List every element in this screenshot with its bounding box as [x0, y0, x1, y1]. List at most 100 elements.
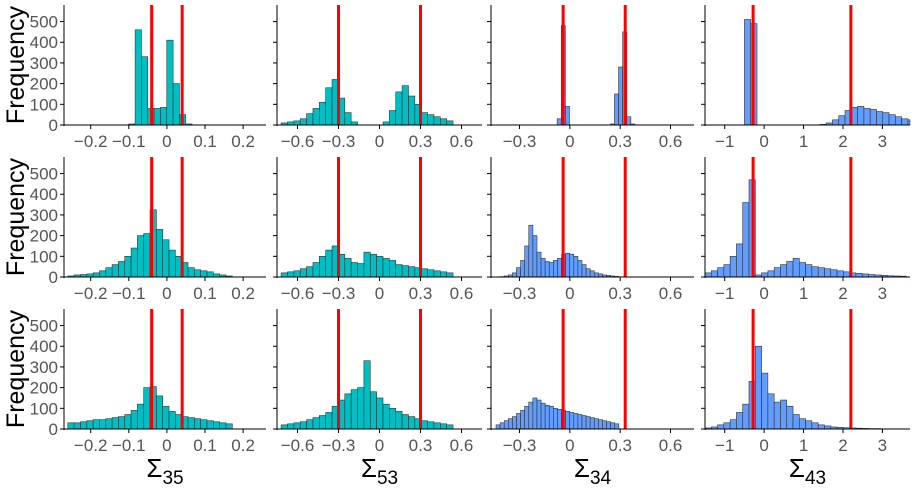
histogram-bar — [736, 244, 742, 277]
histogram-bar — [533, 236, 537, 277]
histogram-bar — [614, 94, 618, 125]
x-tick-label: 0 — [759, 132, 768, 151]
histogram-bar — [858, 106, 864, 125]
histogram-bar — [131, 248, 137, 277]
histogram-bar — [883, 113, 889, 125]
histogram-bar — [402, 266, 408, 277]
x-tick-label: −1 — [715, 132, 734, 151]
y-axis-label: Frequency — [2, 157, 30, 276]
histogram-bar — [570, 254, 574, 277]
histogram-bar — [557, 258, 561, 277]
histogram-bar — [521, 260, 525, 277]
x-tick-label: −0.6 — [281, 132, 315, 151]
x-tick-label: −0.6 — [281, 284, 315, 303]
histogram-bar — [525, 246, 529, 277]
histogram-bar — [326, 412, 332, 429]
histogram-bar — [541, 258, 545, 277]
histogram-bar — [496, 425, 500, 429]
histogram-bar — [383, 258, 389, 277]
histogram-bar — [512, 273, 516, 277]
histogram-bar — [545, 261, 549, 277]
y-tick-label: 500 — [30, 165, 58, 184]
histogram-bar — [590, 271, 594, 277]
histogram-bar — [396, 411, 402, 429]
histogram-bar — [607, 422, 611, 429]
x-axis-label-symbol: Σ — [574, 453, 590, 483]
histogram-bar — [582, 265, 586, 277]
histogram-bar — [144, 388, 150, 429]
histogram-bar — [504, 421, 508, 429]
histogram-bar — [889, 115, 895, 125]
x-tick-label: −0.3 — [503, 284, 537, 303]
histogram-bar — [281, 425, 287, 429]
y-axis-label: Frequency — [2, 5, 30, 124]
x-axis-label: Σ43 — [789, 453, 826, 488]
histogram-bar — [718, 425, 724, 429]
histogram-bar — [167, 40, 173, 125]
histogram-bar — [389, 408, 395, 429]
x-tick-label: −0.6 — [281, 436, 315, 455]
histogram-bar — [574, 413, 578, 429]
histogram-bar — [774, 402, 780, 429]
histogram-bar — [755, 346, 761, 429]
histogram-bar — [351, 390, 357, 429]
histogram-bar — [300, 119, 306, 125]
histogram-bar — [93, 420, 99, 429]
x-tick-label: −0.3 — [503, 436, 537, 455]
x-tick-label: 0 — [759, 284, 768, 303]
histogram-bar — [566, 411, 570, 429]
x-tick-label: 0.1 — [193, 132, 217, 151]
histogram-bar — [812, 267, 818, 277]
histogram-bar — [582, 416, 586, 429]
histogram-bar — [762, 373, 768, 429]
y-tick-label: 300 — [30, 358, 58, 377]
histogram-bar — [440, 272, 446, 277]
histogram-bar — [440, 119, 446, 125]
histogram-bar — [118, 417, 124, 429]
y-axis-label: Frequency — [2, 309, 30, 428]
x-tick-label: 0.3 — [409, 436, 433, 455]
histogram-bar — [537, 252, 541, 277]
x-tick-label: 3 — [878, 132, 887, 151]
histogram-bar — [364, 361, 370, 429]
histogram-bar — [169, 411, 175, 429]
x-tick-label: 3 — [878, 436, 887, 455]
x-axis-label-subscript: 35 — [162, 468, 183, 488]
histogram-bar — [533, 398, 537, 429]
histogram-bar — [768, 394, 774, 429]
histogram-bar — [762, 273, 768, 277]
histogram-bar — [345, 258, 351, 277]
histogram-bar — [144, 234, 150, 277]
histogram-bar — [549, 406, 553, 429]
histogram-bar — [864, 108, 870, 125]
x-tick-label: 0.1 — [193, 284, 217, 303]
x-tick-label: 0 — [375, 132, 384, 151]
histogram-bar — [194, 419, 200, 429]
y-tick-label: 0 — [49, 420, 58, 439]
x-tick-label: 0 — [565, 284, 574, 303]
histogram-bar — [389, 111, 395, 125]
histogram-bar — [553, 260, 557, 277]
x-tick-label: 0 — [375, 284, 384, 303]
histogram-bar — [619, 67, 623, 125]
histogram-bar — [529, 402, 533, 429]
x-tick-label: 0.3 — [608, 436, 632, 455]
histogram-bar — [307, 420, 313, 429]
histogram-bar — [598, 420, 602, 429]
histogram-bar — [319, 256, 325, 277]
histogram-bar — [705, 273, 711, 277]
y-tick-label: 500 — [30, 317, 58, 336]
histogram-bar — [135, 30, 141, 125]
histogram-bar — [300, 269, 306, 277]
x-tick-label: −0.1 — [112, 436, 146, 455]
histogram-bar — [434, 117, 440, 125]
histogram-bar — [213, 422, 219, 429]
histogram-bar — [364, 252, 370, 277]
histogram-bar — [447, 121, 453, 125]
x-tick-label: −0.2 — [74, 436, 108, 455]
